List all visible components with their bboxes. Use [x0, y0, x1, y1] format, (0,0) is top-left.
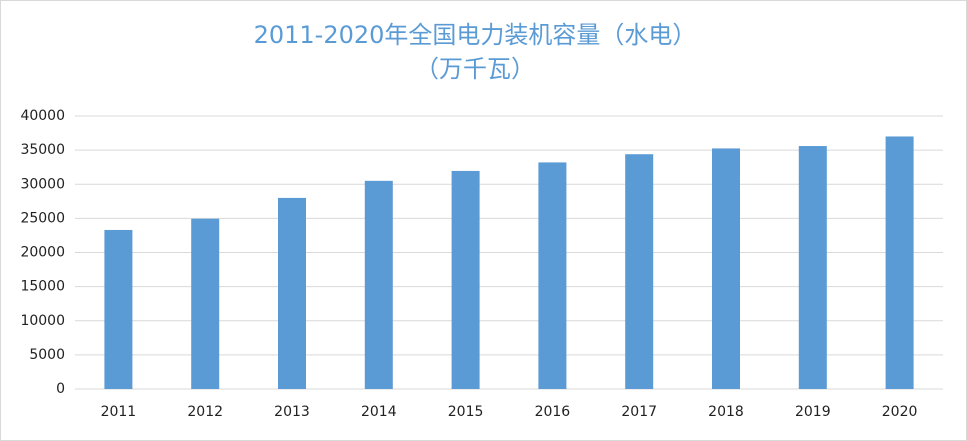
bar — [712, 148, 740, 389]
x-tick-label: 2014 — [361, 404, 397, 420]
x-tick-label: 2011 — [101, 404, 137, 420]
y-tick-label: 35000 — [20, 142, 65, 158]
y-tick-label: 20000 — [20, 245, 65, 261]
bar — [451, 170, 480, 389]
y-tick-label: 5000 — [29, 347, 65, 363]
x-tick-label: 2019 — [795, 404, 831, 420]
y-tick-label: 25000 — [20, 210, 65, 226]
bar — [191, 218, 220, 389]
chart-title: 2011-2020年全国电力装机容量（水电） — [254, 21, 697, 49]
bar — [798, 146, 827, 389]
y-tick-label: 10000 — [20, 313, 65, 329]
chart-subtitle: （万千瓦） — [415, 55, 535, 83]
x-tick-label: 2012 — [187, 404, 223, 420]
x-tick-label: 2018 — [708, 404, 744, 420]
y-tick-label: 40000 — [20, 108, 65, 124]
bar — [885, 136, 914, 389]
bar — [538, 162, 567, 389]
x-tick-label: 2017 — [621, 404, 657, 420]
y-tick-label: 30000 — [20, 176, 65, 192]
x-tick-label: 2013 — [274, 404, 310, 420]
x-tick-label: 2016 — [535, 404, 571, 420]
bar — [625, 154, 654, 389]
y-tick-label: 0 — [56, 381, 65, 397]
x-tick-label: 2020 — [882, 404, 918, 420]
y-tick-label: 15000 — [20, 279, 65, 295]
x-tick-label: 2015 — [448, 404, 484, 420]
bar — [278, 197, 306, 389]
bar — [104, 229, 133, 389]
bar — [364, 180, 393, 389]
